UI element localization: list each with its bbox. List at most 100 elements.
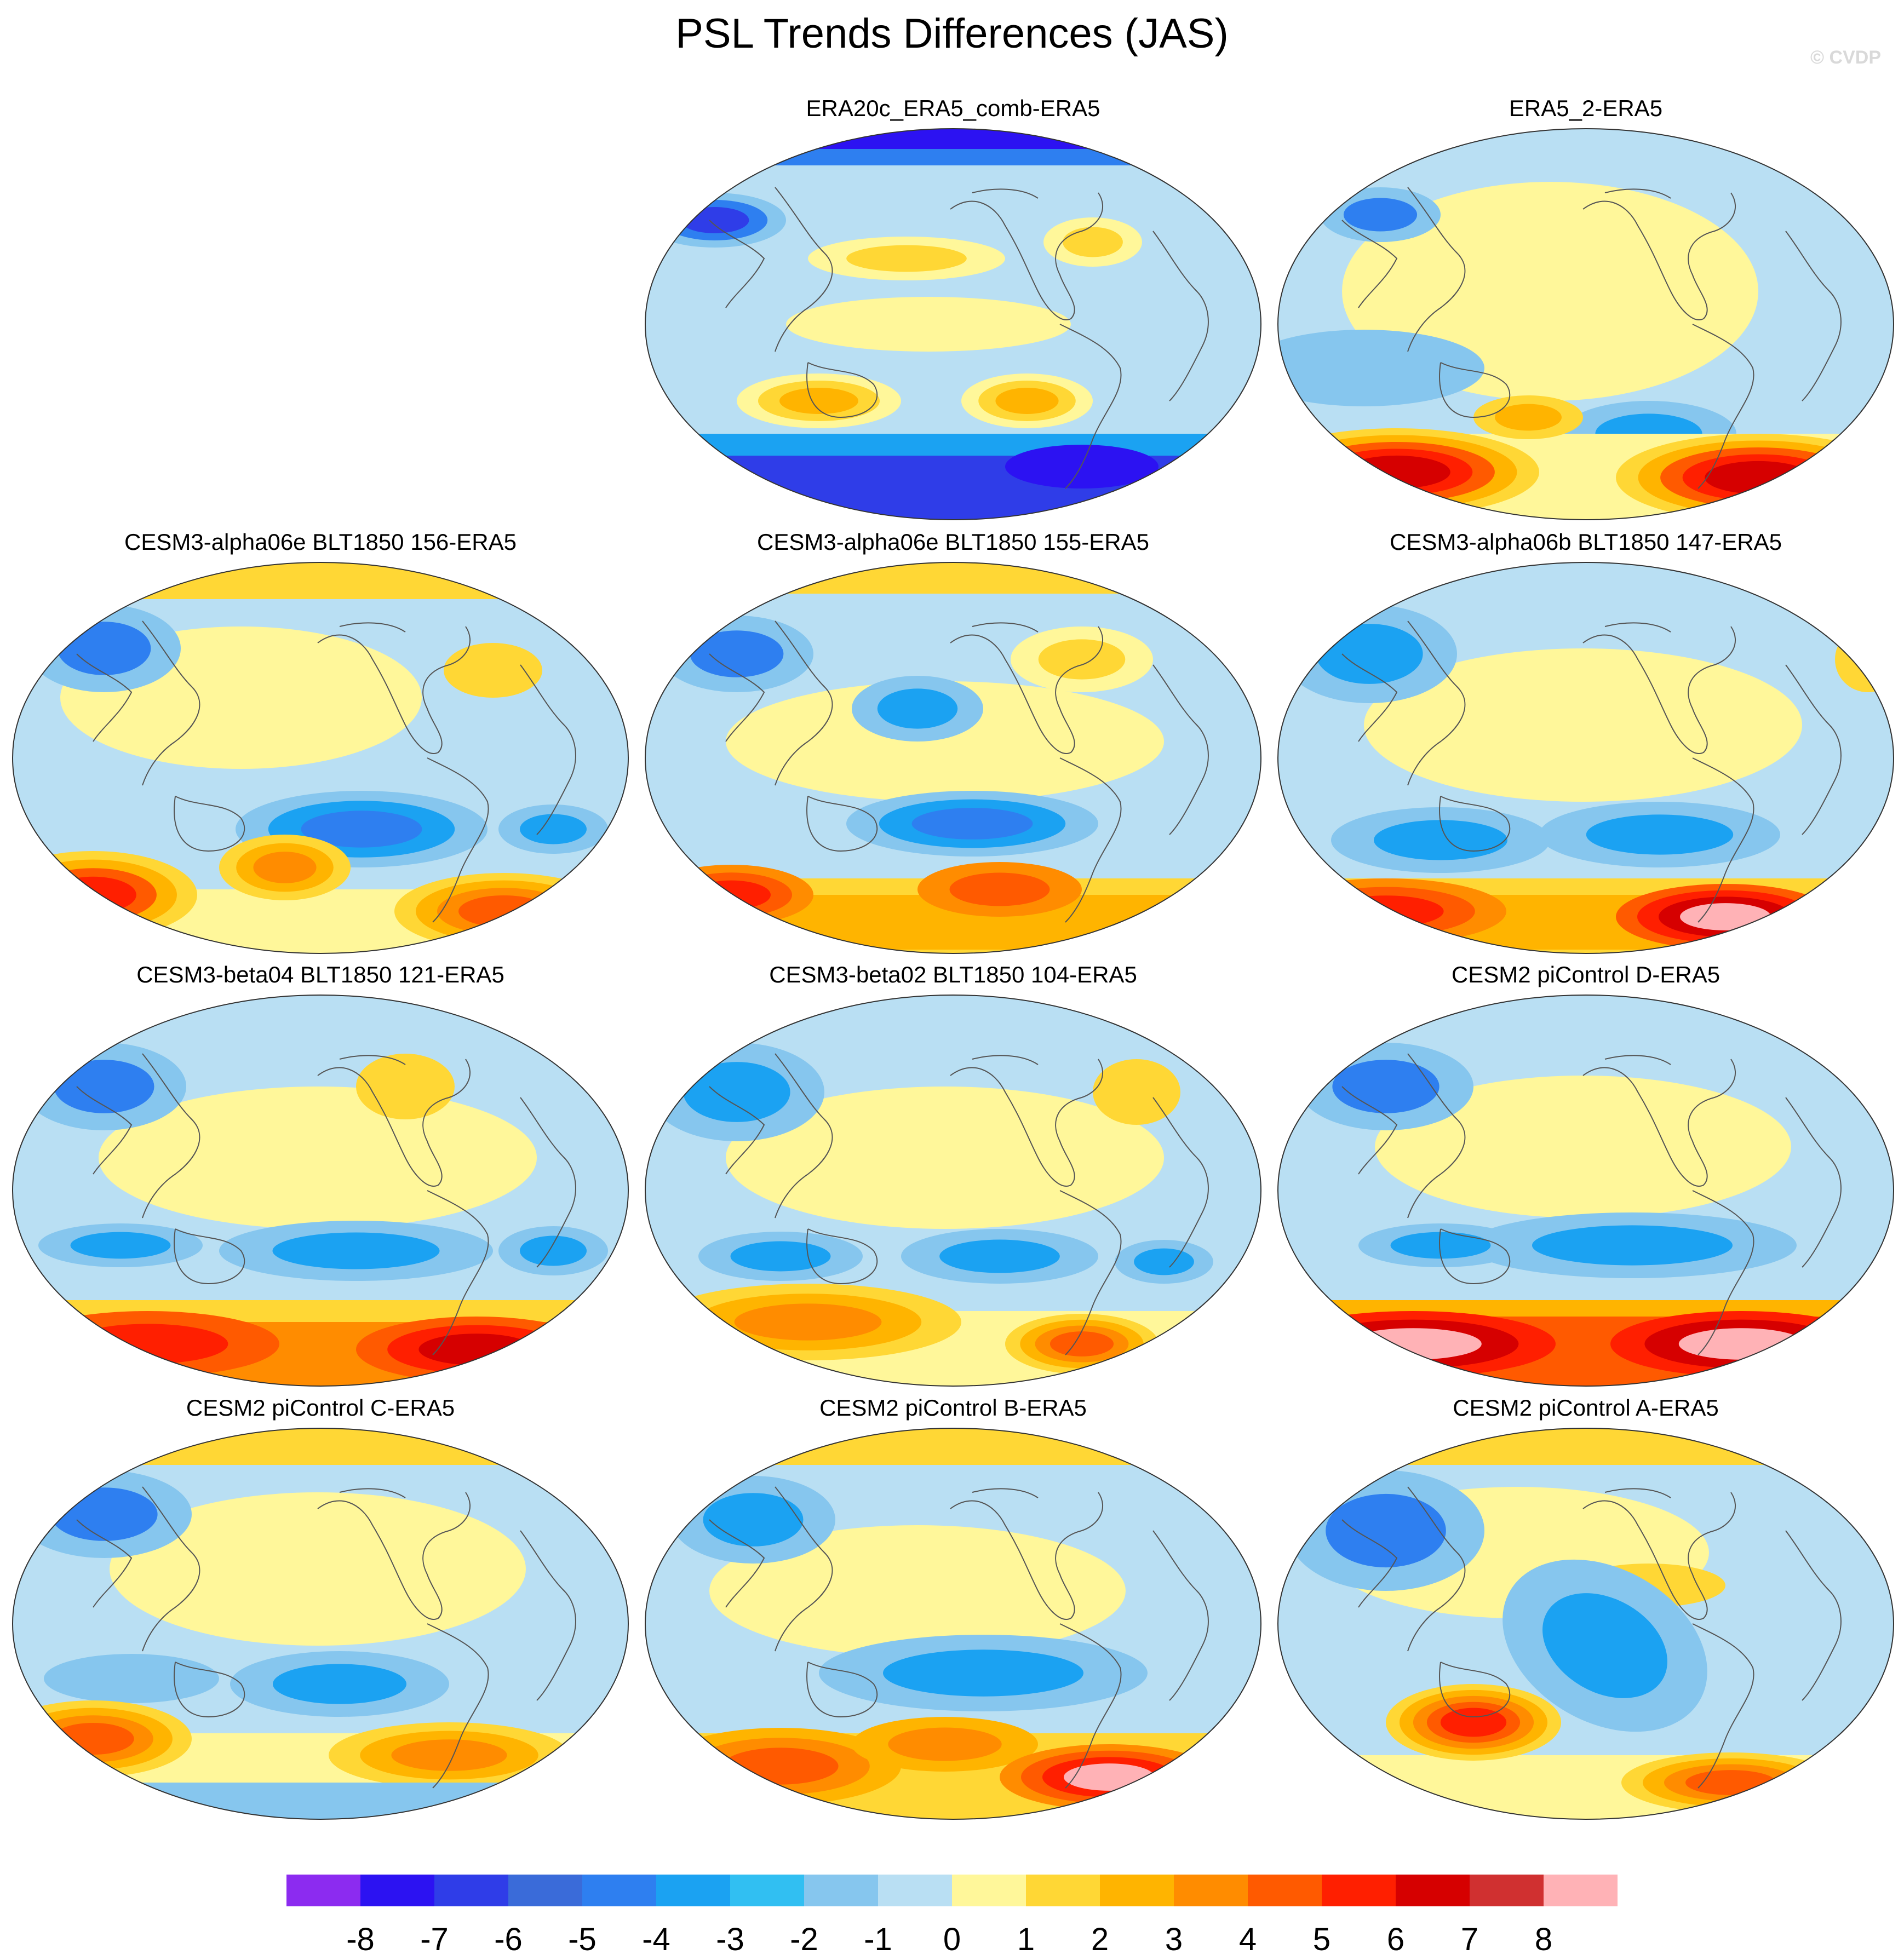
map-panel: CESM2 piControl C-ERA5: [8, 1393, 633, 1825]
coastline: [1785, 1097, 1842, 1268]
coastline: [775, 1486, 833, 1652]
coastline: [339, 622, 406, 633]
map-border: [12, 562, 629, 954]
coastline: [1152, 1097, 1209, 1268]
coastline: [317, 1059, 471, 1187]
robinson-map: [12, 1428, 629, 1820]
south-indian-high: [1345, 1328, 1482, 1360]
map-panel: CESM2 piControl D-ERA5: [1274, 959, 1898, 1392]
robinson-map: [645, 562, 1261, 954]
coastline: [1692, 757, 1754, 923]
map-border: [12, 995, 629, 1387]
coastline: [709, 653, 765, 742]
coastline: [427, 1623, 489, 1789]
colorbar-tick-label: -8: [346, 1922, 375, 1957]
coastline: [1439, 362, 1511, 418]
atlantic-high: [1093, 1059, 1180, 1125]
colorbar-tick-label: -6: [494, 1922, 523, 1957]
asia-low: [1343, 198, 1418, 232]
colorbar-tick-label: 6: [1386, 1922, 1405, 1957]
south-indian-high: [1343, 455, 1450, 489]
coastline: [1407, 1053, 1466, 1218]
coastline: [1152, 1530, 1209, 1701]
arctic-high: [645, 562, 1261, 594]
coastline: [1582, 1059, 1736, 1187]
map-border: [1277, 562, 1894, 954]
coastline: [950, 1059, 1104, 1187]
south-indian-high: [670, 872, 792, 917]
indian-ocean-low: [1374, 820, 1507, 860]
map-panel: ERA5_2-ERA5: [1274, 93, 1898, 526]
south-pacific-low: [883, 1649, 1083, 1697]
coastline: [520, 664, 576, 835]
coastline: [1604, 1488, 1671, 1498]
coastline: [1341, 1086, 1398, 1175]
colorbar-tick-label: 3: [1165, 1922, 1183, 1957]
robinson-map: [1277, 128, 1894, 520]
colorbar-cell: [1174, 1875, 1248, 1906]
south-atlantic-high: [391, 1739, 507, 1771]
asia-low: [1326, 1493, 1446, 1568]
map-border: [12, 1428, 629, 1820]
arctic-high: [645, 1428, 1261, 1465]
colorbar-cell: [730, 1875, 804, 1906]
colorbar-tick-label: 2: [1091, 1922, 1109, 1957]
arctic-high: [13, 562, 628, 599]
south-indian-high: [52, 1722, 134, 1755]
colorbar-cell: [1322, 1875, 1396, 1906]
colorbar-cell: [878, 1875, 952, 1906]
south-pacific-high: [253, 852, 317, 883]
coastline: [1407, 1486, 1466, 1652]
south-indian-high: [779, 388, 858, 414]
south-indian-high: [722, 1748, 839, 1785]
south-indian-high: [67, 1324, 228, 1364]
south-atlantic-high: [418, 1334, 535, 1365]
antarctic-low: [13, 1783, 628, 1819]
coastline: [806, 796, 878, 852]
colorbar-tick-label: -1: [864, 1922, 892, 1957]
asia-low: [1332, 1060, 1440, 1113]
panel-title: CESM2 piControl A-ERA5: [1453, 1395, 1719, 1421]
colorbar-cell: [508, 1875, 582, 1906]
panel-title: CESM3-alpha06e BLT1850 155-ERA5: [757, 529, 1149, 555]
coastline: [1785, 231, 1842, 401]
coastline: [76, 1519, 133, 1608]
colorbar-cell: [1026, 1875, 1100, 1906]
coastline: [972, 622, 1039, 633]
map-panel: ERA20c_ERA5_comb-ERA5: [641, 93, 1265, 526]
coastline: [427, 1190, 489, 1355]
colorbar-tick-label: -3: [716, 1922, 744, 1957]
coastline: [1582, 1492, 1736, 1620]
coastline: [1604, 622, 1671, 633]
coastline: [950, 626, 1104, 754]
figure-title: PSL Trends Differences (JAS): [675, 10, 1229, 57]
colorbar-cell: [804, 1875, 878, 1906]
atlantic-high: [1063, 227, 1123, 257]
colorbar-cell: [1470, 1875, 1544, 1906]
arctic-low-core: [645, 129, 1261, 149]
asia-low: [54, 1060, 154, 1113]
pacific-south-high: [1495, 404, 1562, 431]
coastline: [427, 757, 489, 923]
coastline: [1439, 1662, 1511, 1718]
asia-low: [683, 1062, 790, 1122]
colorbar-cell: [434, 1875, 508, 1906]
colorbar-tick-label: 1: [1017, 1922, 1035, 1957]
pacific-high: [709, 1525, 1126, 1657]
coastline: [142, 1053, 200, 1218]
colorbar-tick-label: 4: [1238, 1922, 1257, 1957]
south-atlantic-high: [458, 895, 549, 928]
arctic-high: [13, 1428, 628, 1465]
south-indian-high: [1297, 887, 1475, 936]
robinson-map: [645, 128, 1261, 520]
colorbar-tick-label: -5: [568, 1922, 597, 1957]
colorbar-tick-label: 7: [1460, 1922, 1479, 1957]
south-atlantic-high: [1050, 1331, 1114, 1357]
colorbar-tick-label: 8: [1534, 1922, 1553, 1957]
south-indian-high: [692, 880, 771, 910]
coastline: [775, 620, 833, 786]
pacific-high: [726, 1087, 1164, 1229]
coastline: [972, 1055, 1039, 1065]
antarctic-low: [1005, 445, 1159, 488]
coastline: [806, 1662, 878, 1718]
